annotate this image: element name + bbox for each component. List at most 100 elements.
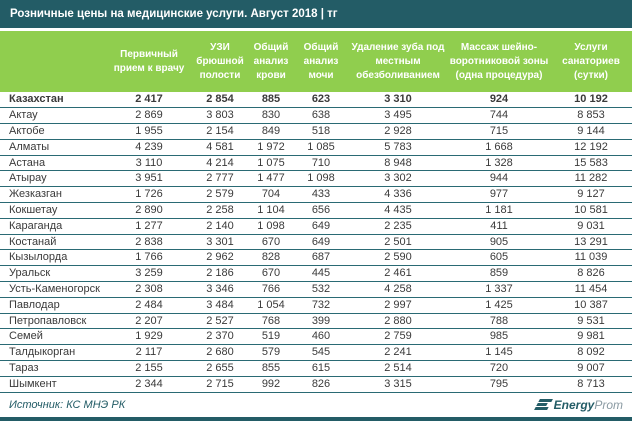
value-cell: 3 346 bbox=[192, 281, 248, 298]
table-row: Петропавловск 2 207 2 527 768 399 2 880 788 9 5… bbox=[0, 313, 632, 330]
value-cell: 2 140 bbox=[192, 218, 248, 235]
value-cell: 8 853 bbox=[550, 107, 632, 125]
value-cell: 4 435 bbox=[348, 202, 448, 219]
table-row: Уральск 3 259 2 186 670 445 2 461 859 8 826 bbox=[0, 265, 632, 283]
energyprom-logo-text: EnergyProm bbox=[553, 397, 623, 412]
value-cell: 615 bbox=[294, 360, 348, 377]
value-cell: 3 951 bbox=[106, 170, 192, 188]
row-label: Караганда bbox=[0, 218, 106, 235]
value-cell: 905 bbox=[448, 234, 550, 251]
row-label: Талдыкорган bbox=[0, 344, 106, 362]
value-cell: 2 759 bbox=[348, 328, 448, 346]
value-cell: 2 854 bbox=[192, 92, 248, 109]
value-cell: 788 bbox=[448, 313, 550, 330]
value-cell: 623 bbox=[294, 92, 348, 109]
value-cell: 2 344 bbox=[106, 376, 192, 393]
row-label: Шымкент bbox=[0, 376, 106, 393]
row-label: Актобе bbox=[0, 123, 106, 140]
row-label: Актау bbox=[0, 107, 106, 125]
value-cell: 2 869 bbox=[106, 107, 192, 125]
value-cell: 9 531 bbox=[550, 313, 632, 330]
value-cell: 2 484 bbox=[106, 297, 192, 314]
value-cell: 445 bbox=[294, 265, 348, 283]
value-cell: 579 bbox=[248, 344, 294, 362]
value-cell: 2 235 bbox=[348, 218, 448, 235]
value-cell: 3 484 bbox=[192, 297, 248, 314]
value-cell: 4 581 bbox=[192, 139, 248, 156]
value-cell: 4 214 bbox=[192, 155, 248, 172]
value-cell: 2 997 bbox=[348, 297, 448, 314]
value-cell: 924 bbox=[448, 92, 550, 109]
value-cell: 2 655 bbox=[192, 360, 248, 377]
footer: Источник: КС МНЭ РК EnergyProm bbox=[0, 393, 632, 417]
value-cell: 2 880 bbox=[348, 313, 448, 330]
value-cell: 1 075 bbox=[248, 155, 294, 172]
value-cell: 2 514 bbox=[348, 360, 448, 377]
value-cell: 992 bbox=[248, 376, 294, 393]
table-row: Кокшетау 2 890 2 258 1 104 656 4 435 1 181 10 5… bbox=[0, 202, 632, 219]
value-cell: 4 239 bbox=[106, 139, 192, 156]
column-header: Услуги санаториев (сутки) bbox=[550, 31, 632, 92]
value-cell: 2 117 bbox=[106, 344, 192, 362]
value-cell: 4 258 bbox=[348, 281, 448, 298]
value-cell: 11 039 bbox=[550, 249, 632, 267]
table-row: Усть-Каменогорск 2 308 3 346 766 532 4 258 1 3… bbox=[0, 281, 632, 298]
value-cell: 885 bbox=[248, 92, 294, 109]
value-cell: 3 301 bbox=[192, 234, 248, 251]
value-cell: 1 425 bbox=[448, 297, 550, 314]
value-cell: 1 955 bbox=[106, 123, 192, 140]
value-cell: 10 192 bbox=[550, 92, 632, 109]
value-cell: 1 098 bbox=[294, 170, 348, 188]
table-row: Семей 1 929 2 370 519 460 2 759 985 9 981 bbox=[0, 328, 632, 346]
value-cell: 605 bbox=[448, 249, 550, 267]
value-cell: 638 bbox=[294, 107, 348, 125]
value-cell: 944 bbox=[448, 170, 550, 188]
table-row: Кызылорда 1 766 2 962 828 687 2 590 605 11 039 bbox=[0, 249, 632, 267]
value-cell: 545 bbox=[294, 344, 348, 362]
row-label: Атырау bbox=[0, 170, 106, 188]
table-row: Павлодар 2 484 3 484 1 054 732 2 997 1 425 10 3… bbox=[0, 297, 632, 314]
value-cell: 849 bbox=[248, 123, 294, 140]
table-row: Талдыкорган 2 117 2 680 579 545 2 241 1 145 8 0… bbox=[0, 344, 632, 362]
value-cell: 10 387 bbox=[550, 297, 632, 314]
table-row: Жезказган 1 726 2 579 704 433 4 336 977 9 127 bbox=[0, 186, 632, 204]
row-label: Кызылорда bbox=[0, 249, 106, 267]
value-cell: 1 328 bbox=[448, 155, 550, 172]
value-cell: 720 bbox=[448, 360, 550, 377]
value-cell: 2 590 bbox=[348, 249, 448, 267]
column-header: Общий анализ мочи bbox=[294, 31, 348, 92]
value-cell: 4 336 bbox=[348, 186, 448, 204]
value-cell: 830 bbox=[248, 107, 294, 125]
row-label: Петропавловск bbox=[0, 313, 106, 330]
table-row: Атырау 3 951 2 777 1 477 1 098 3 302 944 11 282 bbox=[0, 170, 632, 188]
value-cell: 768 bbox=[248, 313, 294, 330]
table-row: Тараз 2 155 2 655 855 615 2 514 720 9 007 bbox=[0, 360, 632, 377]
table-row: Шымкент 2 344 2 715 992 826 3 315 795 8 713 bbox=[0, 376, 632, 393]
title-bar: Розничные цены на медицинские услуги. Ав… bbox=[0, 0, 632, 28]
row-label: Тараз bbox=[0, 360, 106, 377]
value-cell: 715 bbox=[448, 123, 550, 140]
value-cell: 2 962 bbox=[192, 249, 248, 267]
column-header: Удаление зуба под местным обезболиванием bbox=[348, 31, 448, 92]
value-cell: 766 bbox=[248, 281, 294, 298]
value-cell: 3 315 bbox=[348, 376, 448, 393]
value-cell: 1 277 bbox=[106, 218, 192, 235]
row-label: Казахстан bbox=[0, 92, 106, 109]
value-cell: 1 929 bbox=[106, 328, 192, 346]
value-cell: 2 579 bbox=[192, 186, 248, 204]
value-cell: 795 bbox=[448, 376, 550, 393]
value-cell: 5 783 bbox=[348, 139, 448, 156]
value-cell: 1 726 bbox=[106, 186, 192, 204]
row-label: Кокшетау bbox=[0, 202, 106, 219]
value-cell: 670 bbox=[248, 234, 294, 251]
value-cell: 399 bbox=[294, 313, 348, 330]
value-cell: 1 181 bbox=[448, 202, 550, 219]
value-cell: 2 890 bbox=[106, 202, 192, 219]
bottom-accent-bar bbox=[0, 417, 632, 421]
value-cell: 2 370 bbox=[192, 328, 248, 346]
value-cell: 1 145 bbox=[448, 344, 550, 362]
column-header: Массаж шейно-воротниковой зоны (одна про… bbox=[448, 31, 550, 92]
value-cell: 649 bbox=[294, 218, 348, 235]
value-cell: 826 bbox=[294, 376, 348, 393]
